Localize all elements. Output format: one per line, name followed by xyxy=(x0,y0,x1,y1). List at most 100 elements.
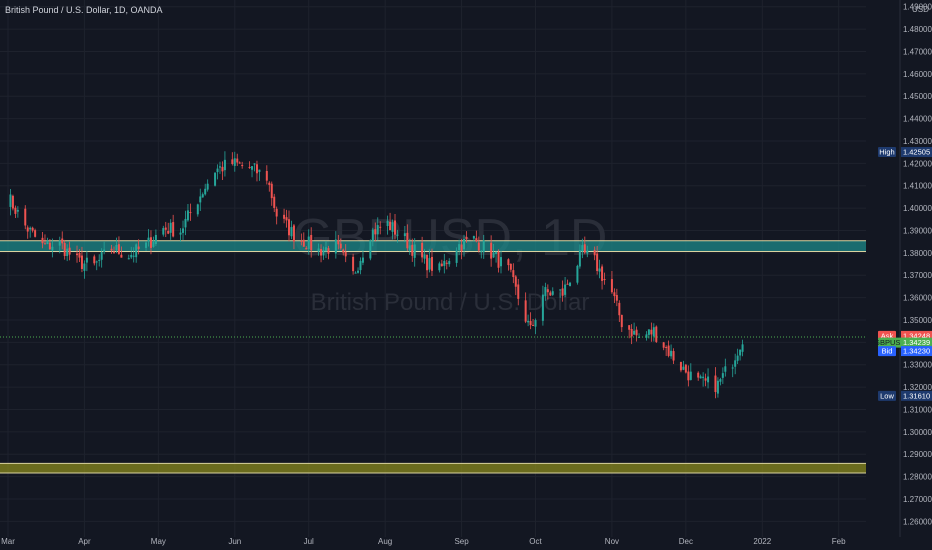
candle-body xyxy=(196,204,199,215)
candle-body xyxy=(369,240,372,259)
candle-body xyxy=(544,287,547,297)
candle-body xyxy=(394,220,397,235)
x-tick-label: Nov xyxy=(605,537,619,546)
candle-body xyxy=(152,242,155,247)
candle-body xyxy=(85,257,88,263)
low-tag[interactable]: Low 1.31610 xyxy=(878,390,932,401)
y-tick-label: 1.43000 xyxy=(903,137,932,146)
candle-body xyxy=(164,227,167,230)
candle-body xyxy=(307,236,310,250)
candle-body xyxy=(598,268,601,272)
candle-body xyxy=(231,159,234,164)
candle-body xyxy=(413,244,416,258)
candle-body xyxy=(615,295,618,301)
x-tick-label: Jun xyxy=(228,537,241,546)
candle-body xyxy=(549,292,552,296)
candle-body xyxy=(63,243,66,256)
candle-body xyxy=(465,236,468,240)
candle-body xyxy=(300,240,303,242)
candle-body xyxy=(455,250,458,263)
candle-body xyxy=(379,226,382,228)
candle-body xyxy=(662,342,665,348)
candle-body xyxy=(154,234,157,245)
candle-body xyxy=(352,256,355,272)
candle-body xyxy=(179,232,182,235)
x-tick-label: Sep xyxy=(454,537,469,546)
zone-rect-0[interactable] xyxy=(0,240,866,252)
candle-body xyxy=(406,232,409,249)
candle-body xyxy=(130,254,133,258)
bid-tag[interactable]: Bid 1.34230 xyxy=(878,346,932,357)
candle-body xyxy=(248,166,251,168)
high-tag-label: High xyxy=(879,148,894,157)
candle-body xyxy=(428,258,431,270)
candle-body xyxy=(238,162,241,164)
x-tick-label: Apr xyxy=(78,537,91,546)
candle-body xyxy=(115,244,118,251)
y-tick-label: 1.30000 xyxy=(903,428,932,437)
y-tick-label: 1.45000 xyxy=(903,92,932,101)
y-tick-label: 1.48000 xyxy=(903,25,932,34)
candle-body xyxy=(490,242,493,259)
candle-body xyxy=(500,257,502,267)
candle-body xyxy=(679,361,682,371)
low-tag-label-box xyxy=(878,390,896,401)
y-tick-label: 1.38000 xyxy=(903,249,932,258)
candle-body xyxy=(80,255,83,269)
zone-rect-1[interactable] xyxy=(0,463,866,473)
candle-body xyxy=(699,376,702,379)
candle-body xyxy=(684,364,687,373)
candle-body xyxy=(327,248,330,254)
candle-body xyxy=(581,245,584,252)
low-tag-label: Low xyxy=(880,391,894,400)
candle-body xyxy=(532,324,535,326)
candle-body xyxy=(480,251,483,253)
candle-body xyxy=(83,263,86,271)
candle-body xyxy=(46,240,49,245)
candle-body xyxy=(98,259,101,261)
candle-body xyxy=(41,237,44,244)
candle-body xyxy=(389,221,392,231)
x-tick-label: Feb xyxy=(832,537,846,546)
candle-body xyxy=(265,170,268,181)
candle-body xyxy=(51,246,54,251)
candle-body xyxy=(527,320,530,323)
candle-body xyxy=(283,214,286,219)
currency-label: USD xyxy=(912,5,929,14)
candle-body xyxy=(310,234,313,251)
candle-body xyxy=(9,194,12,207)
y-tick-label: 1.39000 xyxy=(903,226,932,235)
high-tag-value-box xyxy=(901,147,932,158)
y-tick-label: 1.33000 xyxy=(903,361,932,370)
high-tag[interactable]: High 1.42505 xyxy=(878,147,932,158)
candle-body xyxy=(374,229,377,235)
y-tick-label: 1.32000 xyxy=(903,383,932,392)
y-tick-label: 1.35000 xyxy=(903,316,932,325)
candle-body xyxy=(689,371,692,380)
candle-body xyxy=(357,270,360,273)
candle-body xyxy=(514,276,517,287)
candle-body xyxy=(204,188,207,195)
candle-body xyxy=(93,256,96,264)
candle-body xyxy=(650,329,653,335)
candle-body xyxy=(719,379,722,382)
candle-body xyxy=(288,219,291,236)
candle-body xyxy=(317,248,320,252)
candle-body xyxy=(445,262,448,264)
candle-body xyxy=(396,234,399,236)
candle-body xyxy=(206,183,209,190)
bid-tag-value: 1.34230 xyxy=(903,347,930,356)
candle-body xyxy=(135,244,138,258)
candle-body xyxy=(76,253,79,256)
y-tick-label: 1.26000 xyxy=(903,517,932,526)
y-tick-label: 1.47000 xyxy=(903,47,932,56)
candle-body xyxy=(354,272,357,274)
candle-body xyxy=(524,300,527,322)
candle-body xyxy=(448,261,451,265)
candle-body xyxy=(569,282,572,286)
candle-body xyxy=(253,163,256,165)
candle-body xyxy=(218,166,221,168)
y-tick-label: 1.49000 xyxy=(903,3,932,12)
candle-body xyxy=(613,292,616,297)
